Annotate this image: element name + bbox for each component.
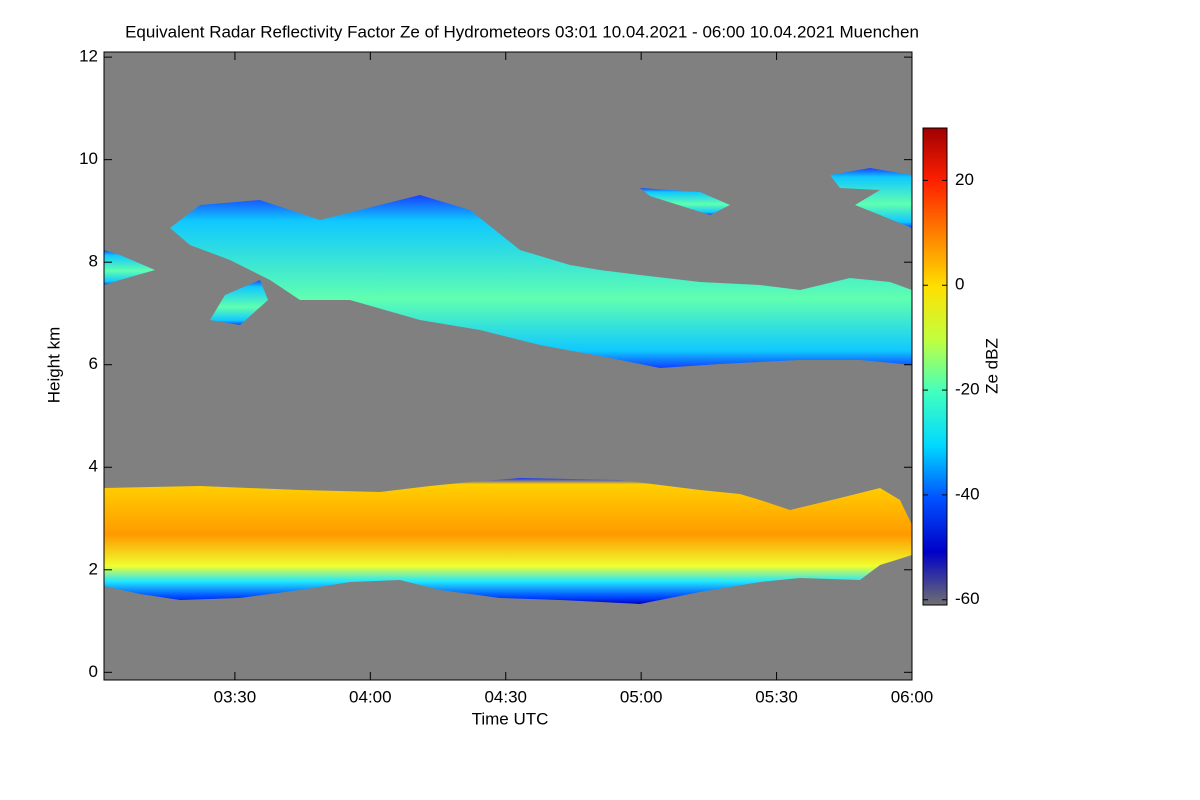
cloud-patch xyxy=(104,250,155,285)
x-tick-label: 04:00 xyxy=(349,687,392,706)
x-tick-label: 05:00 xyxy=(620,687,663,706)
y-tick-label: 6 xyxy=(89,354,98,373)
chart-title: Equivalent Radar Reflectivity Factor Ze … xyxy=(125,22,919,41)
cloud-layer-high xyxy=(170,195,912,368)
y-tick-label: 12 xyxy=(79,47,98,66)
colorbar-tick-label: 20 xyxy=(955,170,974,189)
echo-field xyxy=(104,168,912,604)
colorbar-tick-label: 0 xyxy=(955,275,964,294)
y-tick-label: 8 xyxy=(89,252,98,271)
cloud-patch xyxy=(210,280,268,325)
y-tick-label: 10 xyxy=(79,149,98,168)
x-tick-label: 04:30 xyxy=(484,687,527,706)
cloud-patch xyxy=(640,188,730,215)
y-axis-label: Height km xyxy=(44,327,63,404)
colorbar xyxy=(922,127,948,606)
cloud-patch xyxy=(830,168,912,228)
x-tick-label: 05:30 xyxy=(755,687,798,706)
x-axis-label: Time UTC xyxy=(472,709,549,728)
x-tick-label: 03:30 xyxy=(214,687,257,706)
y-tick-label: 0 xyxy=(89,662,98,681)
plot-frame xyxy=(103,51,913,681)
colorbar-tick-label: -20 xyxy=(955,380,980,399)
y-tick-label: 4 xyxy=(89,457,98,476)
x-tick-label: 06:00 xyxy=(891,687,934,706)
colorbar-tick-label: -60 xyxy=(955,589,980,608)
cloud-layer-low xyxy=(104,478,912,604)
y-tick-label: 2 xyxy=(89,559,98,578)
colorbar-tick-label: -40 xyxy=(955,484,980,503)
colorbar-label: Ze dBZ xyxy=(982,338,1001,394)
